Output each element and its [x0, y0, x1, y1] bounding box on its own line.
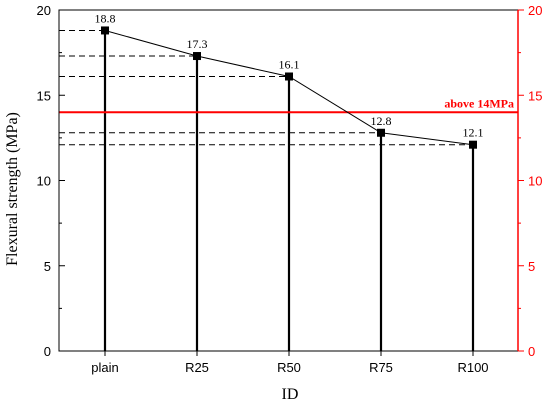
- dashed-guides: [59, 29, 473, 146]
- threshold-label: above 14MPa: [444, 96, 514, 110]
- right-tick-label: 20: [528, 3, 542, 18]
- x-tick-label-r50: R50: [277, 360, 301, 375]
- x-tick-label-r100: R100: [457, 360, 488, 375]
- data-label-r25: 17.3: [187, 37, 208, 51]
- data-point-r50: [285, 72, 293, 81]
- left-tick-label: 0: [44, 344, 51, 359]
- threshold: above 14MPa: [59, 96, 518, 114]
- right-tick-label: 0: [528, 344, 535, 359]
- left-tick-label: 5: [44, 259, 51, 274]
- data-label-r50: 16.1: [279, 57, 300, 71]
- right-tick-label: 10: [528, 174, 542, 189]
- data-point-r100: [469, 140, 477, 149]
- left-tick-label: 10: [37, 174, 51, 189]
- data-point-plain: [101, 26, 109, 35]
- right-axis-ticks: 0 5 10 15 20: [518, 3, 542, 359]
- data-points: [101, 26, 477, 149]
- x-axis-label: ID: [282, 386, 299, 403]
- data-label-plain: 18.8: [95, 11, 116, 25]
- right-tick-label: 5: [528, 259, 535, 274]
- x-tick-label-r25: R25: [185, 360, 209, 375]
- data-point-r25: [193, 52, 201, 61]
- x-tick-label-plain: plain: [91, 360, 118, 375]
- x-axis-ticks: plain R25 R50 R75 R100: [91, 351, 489, 375]
- right-tick-label: 15: [528, 88, 542, 103]
- left-axis-ticks: 0 5 10 15 20: [37, 3, 65, 359]
- data-label-r100: 12.1: [463, 126, 484, 140]
- x-tick-label-r75: R75: [369, 360, 393, 375]
- data-labels: 18.8 17.3 16.1 12.8 12.1: [95, 11, 484, 139]
- y-axis-label: Flexural strength (MPa): [4, 112, 21, 266]
- left-tick-label: 20: [37, 3, 51, 18]
- left-tick-label: 15: [37, 88, 51, 103]
- data-label-r75: 12.8: [371, 114, 392, 128]
- data-point-r75: [377, 128, 385, 137]
- drop-lines: [103, 30, 475, 351]
